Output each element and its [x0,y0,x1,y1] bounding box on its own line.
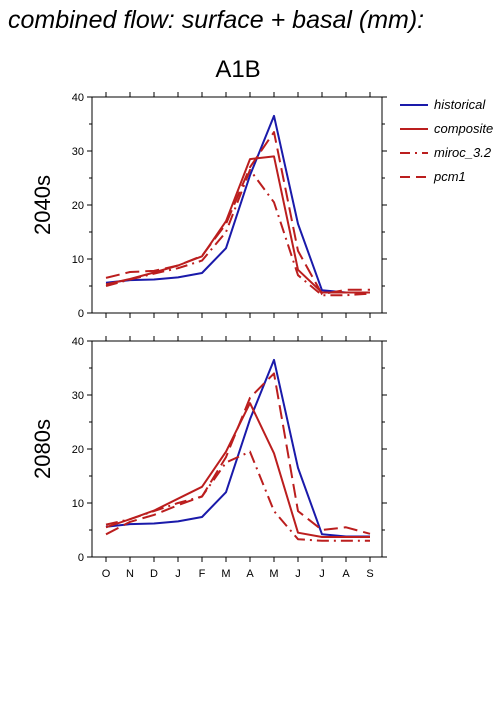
legend-item-composite: composite [400,121,493,136]
x-tick-label: O [102,568,111,580]
y-tick-label: 40 [72,336,84,348]
panel-2040s: 0 10 20 30 40 2040s [30,92,387,320]
legend-label: miroc_3.2 [434,145,492,160]
x-tick-label: A [246,568,254,580]
x-tick-label: N [126,568,134,580]
y-tick-label: 10 [72,498,84,510]
y-tick-label: 20 [72,200,84,212]
panel-2080s: 0 10 20 30 40 O N D J F M A M J J A S 2080s [30,336,387,580]
row-label: 2040s [30,175,55,235]
series-line-pcm1 [105,131,370,296]
chart-title: combined flow: surface + basal (mm): [8,6,425,34]
legend-item-pcm1: pcm1 [400,169,466,184]
series-line-historical [105,358,370,538]
series-line-composite [105,155,370,294]
y-tick-label: 30 [72,390,84,402]
legend-item-historical: historical [400,97,486,112]
y-tick-label: 30 [72,146,84,158]
legend-label: historical [434,97,486,112]
series-line-miroc_3.2 [105,450,370,542]
y-tick-label: 0 [78,308,84,320]
legend-item-miroc_3.2: miroc_3.2 [400,145,492,160]
x-tick-label: M [269,568,278,580]
chart-panels: 0 10 20 30 40 2040s 0 10 20 30 40 O N D J F M A M J J A S 2080s [30,92,387,580]
y-tick-label: 10 [72,254,84,266]
series-line-pcm1 [105,372,371,536]
scenario-title: A1B [215,56,261,83]
x-tick-label: D [150,568,158,580]
series-line-historical [105,114,370,294]
x-tick-label: J [175,568,181,580]
x-tick-label: M [221,568,230,580]
chart-legend: historical composite miroc_3.2 pcm1 [400,97,493,184]
x-tick-label: S [366,568,373,580]
x-tick-label: F [199,568,206,580]
x-tick-label: J [319,568,325,580]
x-tick-label: A [342,568,350,580]
row-label: 2080s [30,419,55,479]
series-line-miroc_3.2 [105,168,371,297]
y-tick-label: 20 [72,444,84,456]
legend-label: composite [434,121,493,136]
x-tick-label: J [295,568,301,580]
legend-label: pcm1 [433,169,466,184]
y-tick-label: 0 [78,552,84,564]
y-tick-label: 40 [72,92,84,104]
